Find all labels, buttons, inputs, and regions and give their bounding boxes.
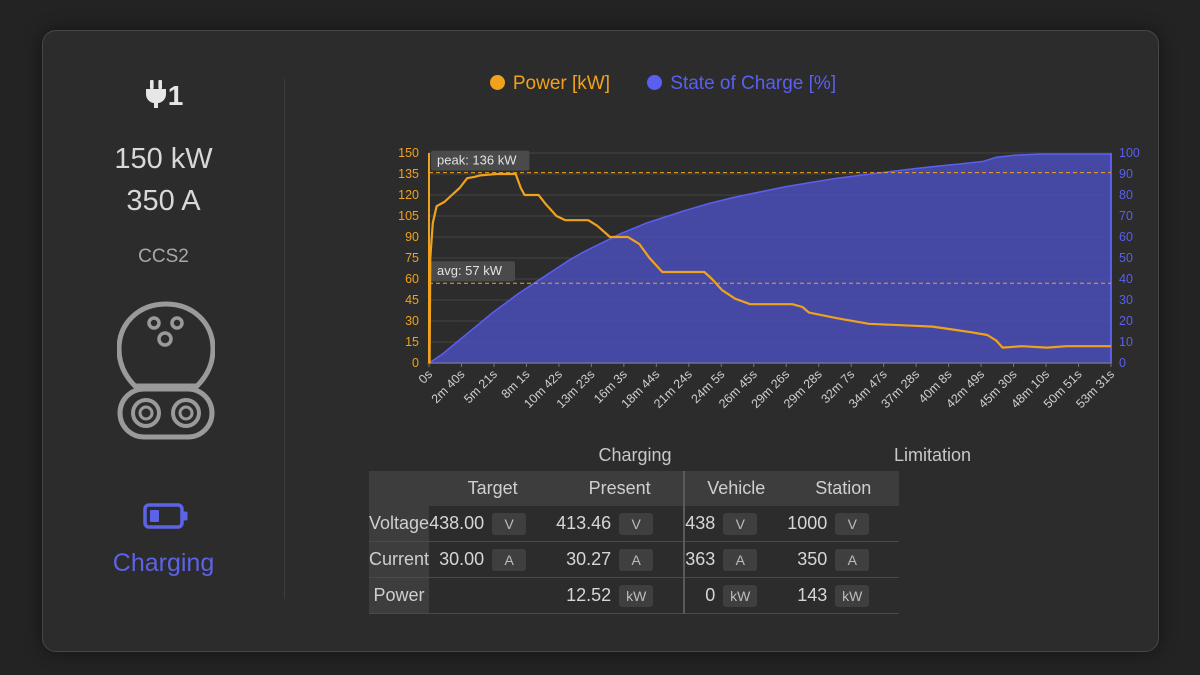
connector-info: 1 150 kW 350 A CCS2 Charging bbox=[43, 31, 284, 651]
annotation-box bbox=[431, 261, 515, 282]
charger-panel: 1 150 kW 350 A CCS2 Charging Power [kW] bbox=[42, 30, 1159, 652]
chart-canvas: 0 15 30 45 60 75 90 105 120 135 150 0 10 20 30 40 50 60 70… bbox=[398, 146, 1140, 411]
x-tick-label: 2m 40s bbox=[429, 367, 468, 406]
max-power: 150 kW bbox=[114, 143, 213, 175]
charging-table: Target Present Vehicle Station Voltage 4… bbox=[369, 471, 900, 614]
table-row: Power 12.52 kW 0 kW 143 kW bbox=[369, 577, 900, 614]
panel-divider bbox=[284, 79, 285, 599]
voltage-vehicle: 438 V bbox=[683, 506, 788, 542]
power-line bbox=[428, 172, 1111, 365]
y-left-tick-label: 0 bbox=[412, 356, 419, 370]
max-current: 350 A bbox=[126, 185, 201, 217]
current-station: 350 A bbox=[787, 541, 900, 578]
y-right-tick-label: 60 bbox=[1119, 230, 1133, 244]
y-right-tick-label: 0 bbox=[1119, 356, 1126, 370]
voltage-target: 438.00 V bbox=[429, 506, 557, 542]
y-right-tick-label: 90 bbox=[1119, 167, 1133, 181]
y-left-tick-label: 45 bbox=[405, 293, 419, 307]
current-present: 30.27 A bbox=[556, 541, 685, 578]
voltage-present: 413.46 V bbox=[556, 506, 685, 542]
group-limitation-title: Limitation bbox=[893, 445, 972, 465]
ccs2-connector-icon bbox=[117, 301, 215, 440]
y-left-tick-label: 120 bbox=[398, 188, 419, 202]
y-right-tick-label: 100 bbox=[1119, 146, 1140, 160]
connector-type: CCS2 bbox=[138, 246, 189, 267]
y-left-tick-label: 75 bbox=[405, 251, 419, 265]
row-label: Voltage bbox=[369, 506, 430, 542]
legend-power[interactable]: Power [kW] bbox=[489, 73, 610, 95]
y-left-tick-label: 105 bbox=[398, 209, 419, 223]
annotation-box bbox=[431, 150, 530, 171]
chart-legend: Power [kW] State of Charge [%] bbox=[293, 73, 1033, 95]
col-vehicle: Vehicle bbox=[683, 471, 788, 506]
power-target bbox=[429, 577, 557, 614]
y-right-tick-label: 80 bbox=[1119, 188, 1133, 202]
row-label: Current bbox=[369, 541, 430, 578]
y-left-tick-label: 90 bbox=[405, 230, 419, 244]
y-left-tick-label: 15 bbox=[405, 335, 419, 349]
current-target: 30.00 A bbox=[429, 541, 557, 578]
plug-icon bbox=[145, 80, 166, 108]
power-soc-chart: Power [kW] State of Charge [%] 0 15 30 45 60… bbox=[293, 61, 1153, 431]
current-vehicle: 363 A bbox=[683, 541, 788, 578]
annotation-label: avg: 57 kW bbox=[437, 263, 503, 278]
battery-icon bbox=[143, 503, 188, 529]
y-right-tick-label: 40 bbox=[1119, 272, 1133, 286]
col-station: Station bbox=[787, 471, 900, 506]
soc-legend-swatch bbox=[647, 75, 663, 90]
legend-soc[interactable]: State of Charge [%] bbox=[647, 73, 836, 95]
x-tick-label: 5m 21s bbox=[461, 367, 500, 406]
x-tick-label: 0s bbox=[416, 367, 435, 386]
y-right-tick-label: 20 bbox=[1119, 314, 1133, 328]
y-right-tick-label: 70 bbox=[1119, 209, 1133, 223]
y-right-tick-label: 50 bbox=[1119, 251, 1133, 265]
y-right-tick-label: 10 bbox=[1119, 335, 1133, 349]
annotation-label: peak: 136 kW bbox=[437, 153, 517, 168]
y-left-tick-label: 150 bbox=[398, 146, 419, 160]
col-target: Target bbox=[429, 471, 557, 506]
connector-header: 1 bbox=[43, 79, 284, 112]
power-station: 143 kW bbox=[787, 577, 900, 614]
table-header-row: Target Present Vehicle Station bbox=[369, 471, 900, 506]
row-label: Power bbox=[369, 577, 430, 614]
charging-status: Charging bbox=[112, 549, 215, 577]
power-legend-swatch bbox=[489, 75, 505, 90]
voltage-station: 1000 V bbox=[787, 506, 900, 542]
y-right-tick-label: 30 bbox=[1119, 293, 1133, 307]
power-vehicle: 0 kW bbox=[683, 577, 788, 614]
col-present: Present bbox=[556, 471, 685, 506]
table-row: Voltage 438.00 V 413.46 V 438 V 1000 V bbox=[369, 506, 900, 542]
connector-id: 1 bbox=[167, 80, 184, 111]
y-left-tick-label: 135 bbox=[398, 167, 419, 181]
y-left-tick-label: 30 bbox=[405, 314, 419, 328]
power-present: 12.52 kW bbox=[556, 577, 685, 614]
table-row: Current 30.00 A 30.27 A 363 A 350 A bbox=[369, 541, 900, 578]
soc-area bbox=[426, 153, 1112, 364]
y-left-tick-label: 60 bbox=[405, 272, 419, 286]
group-charging-title: Charging bbox=[598, 445, 672, 465]
